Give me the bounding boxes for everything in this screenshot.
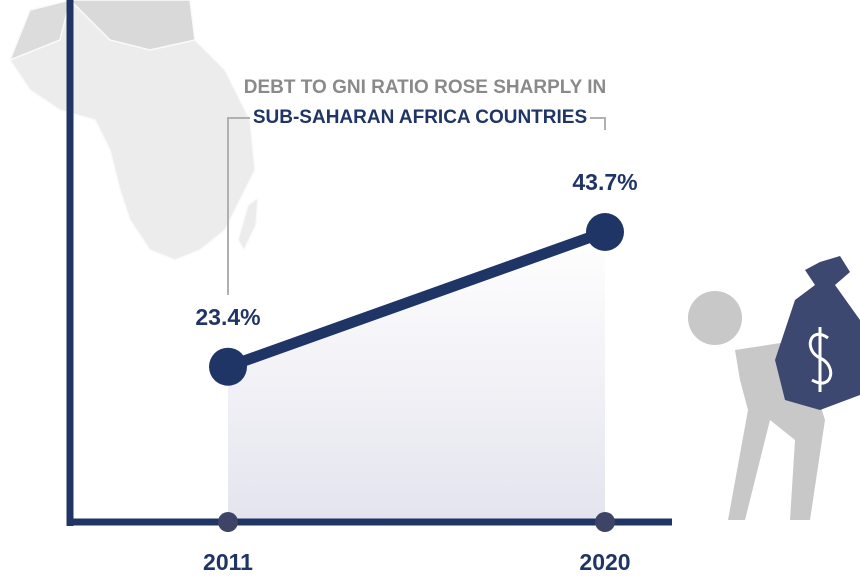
line <box>222 226 611 373</box>
data-point <box>586 213 624 251</box>
area <box>228 232 605 522</box>
chart-title: DEBT TO GNI RATIO ROSE SHARPLY IN <box>244 77 606 98</box>
plot <box>222 226 611 522</box>
chart-subtitle: SUB-SAHARAN AFRICA COUNTRIES <box>253 107 587 128</box>
title-bracket <box>227 117 606 295</box>
debt-figure <box>688 256 860 520</box>
value-label: 23.4% <box>195 304 260 330</box>
africa-map <box>8 0 259 261</box>
data-point <box>209 347 247 386</box>
x-tick-label: 2011 <box>203 549 253 575</box>
x-tick-dot <box>218 512 238 532</box>
overlay: 23.4% 2011 43.7% 2020 <box>195 169 637 575</box>
x-tick-dot <box>595 512 615 532</box>
value-label: 43.7% <box>572 169 637 195</box>
x-tick-label: 2020 <box>579 549 630 575</box>
